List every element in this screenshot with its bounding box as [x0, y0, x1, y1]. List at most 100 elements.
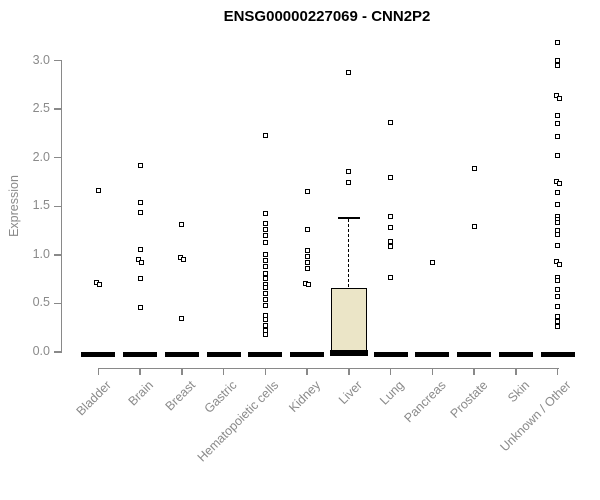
zero-median-bar: [81, 351, 116, 357]
data-point: [137, 199, 143, 205]
data-point: [471, 224, 477, 230]
data-point: [553, 259, 559, 265]
data-point: [555, 231, 561, 237]
x-axis-label: Gastric: [201, 378, 240, 416]
zero-median-bar: [457, 351, 492, 357]
x-axis-tick: [222, 369, 225, 375]
x-axis-label: Hematopoietic cells: [194, 378, 282, 465]
data-point: [97, 281, 103, 287]
data-point: [388, 274, 394, 280]
data-point: [555, 294, 561, 300]
x-axis-tick: [264, 369, 267, 375]
data-point: [429, 260, 435, 266]
data-point: [388, 213, 394, 219]
data-point: [137, 246, 143, 252]
x-axis-label: Pancreas: [401, 378, 449, 426]
data-point: [262, 297, 268, 303]
data-point: [262, 323, 268, 329]
y-axis-tick: [54, 157, 61, 159]
data-point: [262, 210, 268, 216]
data-point: [555, 58, 561, 64]
data-point: [262, 232, 268, 238]
y-axis-tick: [54, 59, 61, 62]
data-point: [555, 201, 561, 207]
data-point: [304, 260, 310, 266]
x-axis-label: Breast: [162, 378, 198, 414]
data-point: [346, 168, 352, 174]
data-point: [556, 262, 562, 268]
x-axis-label: Brain: [125, 378, 156, 409]
y-axis-tick-label: 1.0: [32, 246, 50, 261]
data-point: [179, 316, 185, 322]
data-point: [262, 285, 268, 291]
data-point: [556, 95, 562, 101]
data-point: [555, 287, 561, 293]
data-point: [262, 227, 268, 233]
data-point: [555, 190, 561, 196]
y-axis-tick: [54, 205, 61, 207]
x-axis-tick: [348, 369, 350, 375]
data-point: [262, 312, 268, 318]
data-point: [388, 225, 394, 231]
x-axis-label: Skin: [504, 378, 532, 406]
data-point: [555, 121, 561, 127]
data-point: [262, 332, 268, 338]
data-point: [555, 133, 561, 139]
data-point: [137, 275, 143, 281]
zero-median-bar: [123, 351, 158, 357]
zero-median-bar: [540, 351, 575, 357]
x-axis-tick: [181, 369, 183, 375]
data-point: [304, 254, 310, 260]
y-axis-tick-label: 2.0: [32, 149, 50, 164]
data-point: [553, 178, 559, 184]
zero-median-bar: [248, 351, 283, 357]
data-point: [262, 275, 268, 281]
x-axis-label: Prostate: [447, 378, 491, 421]
liver-median-bar: [329, 350, 368, 356]
upper-whisker-cap: [337, 217, 360, 219]
data-point: [179, 222, 185, 228]
data-point: [388, 174, 394, 180]
data-point: [555, 62, 561, 68]
upper-whisker-line: [348, 218, 349, 287]
data-point: [553, 93, 559, 99]
x-axis-tick: [97, 369, 99, 375]
data-point: [555, 324, 561, 330]
data-point: [136, 257, 142, 263]
y-axis-tick-label: 0.0: [32, 344, 50, 358]
data-point: [95, 188, 101, 194]
zero-median-bar: [290, 351, 325, 357]
data-point: [346, 180, 352, 186]
data-point: [262, 270, 268, 276]
data-point: [388, 120, 394, 126]
y-axis-tick-label: 3.0: [32, 52, 50, 67]
data-point: [304, 265, 310, 271]
data-point: [388, 238, 394, 244]
data-point: [346, 69, 352, 75]
data-point: [137, 304, 143, 310]
x-axis-tick: [556, 369, 559, 375]
x-axis-label: Unknown / Other: [497, 378, 574, 455]
data-point: [262, 317, 268, 323]
y-axis-tick-label: 0.5: [32, 295, 50, 310]
data-point: [180, 257, 186, 263]
data-point: [555, 39, 561, 45]
y-axis-line: [61, 60, 63, 353]
x-axis-tick: [389, 369, 392, 375]
data-point: [555, 319, 561, 325]
y-axis-tick-label: 1.5: [32, 198, 50, 213]
y-axis-tick: [54, 302, 61, 305]
x-axis-tick: [473, 369, 475, 375]
y-axis-tick: [54, 108, 61, 110]
data-point: [262, 239, 268, 245]
data-point: [304, 227, 310, 233]
data-point: [555, 220, 561, 226]
zero-median-bar: [373, 351, 408, 357]
data-point: [556, 181, 562, 187]
zero-median-bar: [206, 351, 241, 357]
data-point: [304, 247, 310, 253]
x-axis-tick: [515, 369, 517, 375]
data-point: [262, 302, 268, 308]
x-axis-label: Bladder: [73, 378, 115, 419]
